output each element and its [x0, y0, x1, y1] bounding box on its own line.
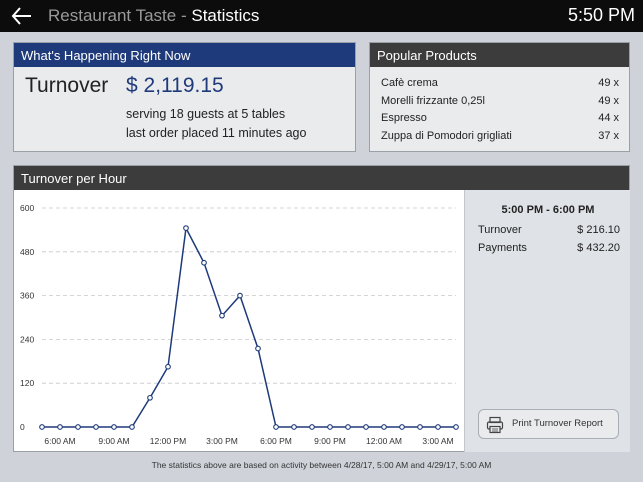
app-title: Restaurant Taste - Statistics: [48, 6, 259, 26]
data-point: [255, 345, 261, 352]
y-tick-label: 600: [20, 203, 34, 213]
data-point: [39, 424, 45, 430]
product-qty: 37 x: [598, 130, 619, 142]
data-point: [381, 424, 387, 430]
product-name: Espresso: [381, 112, 427, 124]
guests-line: serving 18 guests at 5 tables: [126, 107, 286, 121]
data-point: [399, 424, 405, 430]
data-point: [93, 424, 99, 430]
title-separator: -: [180, 6, 187, 25]
popular-products-panel: Popular Products Cafè crema 49 x Morelli…: [369, 42, 630, 152]
x-tick-label: 12:00 PM: [150, 436, 186, 446]
print-button-label: Print Turnover Report: [512, 418, 603, 429]
y-tick-label: 0: [20, 422, 25, 432]
data-point: [201, 259, 207, 266]
y-tick-label: 120: [20, 378, 34, 388]
turnover-label: Turnover: [25, 74, 109, 97]
data-point: [129, 424, 135, 430]
clock: 5:50 PM: [567, 5, 635, 25]
back-arrow-icon[interactable]: [10, 4, 34, 28]
data-point: [363, 424, 369, 430]
data-point: [273, 424, 279, 430]
data-point: [219, 312, 225, 319]
detail-payments-row: Payments $ 432.20: [478, 242, 620, 254]
selected-hour-range: 5:00 PM - 6:00 PM: [501, 204, 595, 216]
statistics-footnote: The statistics above are based on activi…: [151, 460, 492, 470]
turnover-chart-panel: Turnover per Hour 0 120 240 360 480 600 6:00 A…: [13, 165, 630, 452]
page-title: Statistics: [191, 6, 260, 25]
product-row: Cafè crema 49 x: [381, 77, 619, 89]
happening-panel: What's Happening Right Now Turnover $ 2,…: [13, 42, 356, 152]
data-point: [345, 424, 351, 430]
data-point: [435, 424, 441, 430]
turnover-value: $ 2,119.15: [126, 74, 224, 97]
turnover-line-chart[interactable]: 0 120 240 360 480 600 6:00 AM 9:00 AM 12:00 PM 3:…: [14, 190, 464, 452]
data-point: [57, 424, 63, 430]
hour-detail-panel: 5:00 PM - 6:00 PM Turnover $ 216.10 Paym…: [464, 190, 630, 452]
y-tick-label: 240: [20, 334, 34, 344]
printer-icon: [486, 416, 504, 434]
data-point: [417, 424, 423, 430]
y-tick-label: 480: [20, 247, 34, 257]
data-point: [327, 424, 333, 430]
happening-title: What's Happening Right Now: [14, 43, 355, 67]
data-point: [453, 424, 459, 430]
x-tick-label: 9:00 AM: [98, 436, 129, 446]
product-name: Morelli frizzante 0,25l: [381, 95, 485, 107]
chart-title: Turnover per Hour: [14, 166, 629, 190]
series-line: [42, 225, 456, 428]
data-point: [183, 225, 189, 231]
product-name: Zuppa di Pomodori grigliati: [381, 130, 512, 142]
data-point: [75, 424, 81, 430]
detail-turnover-row: Turnover $ 216.10: [478, 224, 620, 236]
product-row: Morelli frizzante 0,25l 49 x: [381, 95, 619, 107]
x-tick-label: 6:00 PM: [260, 436, 292, 446]
x-tick-label: 6:00 AM: [44, 436, 75, 446]
product-name: Cafè crema: [381, 77, 438, 89]
app-name: Restaurant Taste: [48, 6, 177, 25]
product-row: Espresso 44 x: [381, 112, 619, 124]
product-row: Zuppa di Pomodori grigliati 37 x: [381, 130, 619, 142]
detail-turnover-label: Turnover: [478, 224, 522, 236]
print-turnover-report-button[interactable]: Print Turnover Report: [478, 409, 619, 439]
data-point: [237, 292, 243, 299]
data-point: [309, 424, 315, 430]
product-qty: 49 x: [598, 77, 619, 89]
x-tick-label: 12:00 AM: [366, 436, 402, 446]
popular-products-title: Popular Products: [370, 43, 629, 67]
data-point: [291, 424, 297, 430]
x-tick-label: 3:00 PM: [206, 436, 238, 446]
product-qty: 44 x: [598, 112, 619, 124]
product-qty: 49 x: [598, 95, 619, 107]
detail-payments-label: Payments: [478, 242, 527, 254]
x-tick-label: 3:00 AM: [422, 436, 453, 446]
top-bar: Restaurant Taste - Statistics 5:50 PM: [0, 0, 643, 32]
data-point: [147, 394, 153, 401]
detail-payments-value: $ 432.20: [577, 242, 620, 254]
y-tick-label: 360: [20, 291, 34, 301]
data-point: [111, 424, 117, 430]
data-point: [165, 363, 171, 370]
x-tick-label: 9:00 PM: [314, 436, 346, 446]
detail-turnover-value: $ 216.10: [577, 224, 620, 236]
last-order-line: last order placed 11 minutes ago: [126, 126, 307, 140]
